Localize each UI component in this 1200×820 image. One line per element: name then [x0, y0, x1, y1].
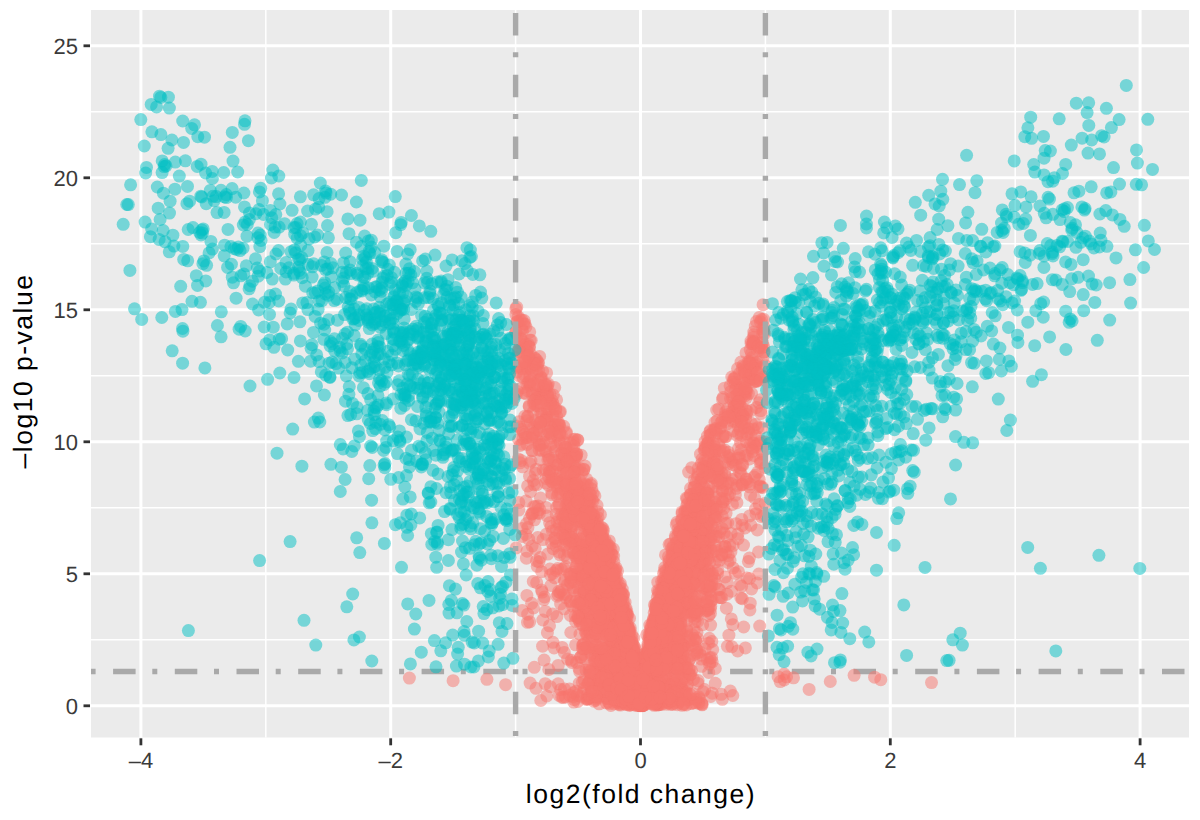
- svg-text:log2(fold change): log2(fold change): [526, 779, 756, 809]
- svg-text:–log10 p-value: –log10 p-value: [8, 274, 38, 469]
- svg-text:2: 2: [884, 748, 896, 773]
- svg-text:20: 20: [54, 166, 78, 191]
- svg-text:0: 0: [634, 748, 646, 773]
- svg-text:5: 5: [66, 562, 78, 587]
- svg-text:25: 25: [54, 34, 78, 59]
- svg-text:15: 15: [54, 298, 78, 323]
- svg-text:–2: –2: [378, 748, 402, 773]
- svg-text:10: 10: [54, 430, 78, 455]
- svg-text:4: 4: [1134, 748, 1146, 773]
- svg-text:–4: –4: [129, 748, 153, 773]
- svg-text:0: 0: [66, 694, 78, 719]
